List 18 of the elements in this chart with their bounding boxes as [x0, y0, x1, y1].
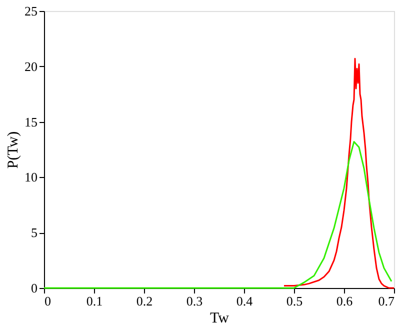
x-tick-label: 0.1 [86, 294, 103, 308]
y-tick-label: 15 [24, 114, 38, 130]
y-tick-label: 20 [24, 58, 38, 74]
y-tick-label: 25 [24, 4, 38, 18]
x-tick-label: 0.6 [336, 294, 354, 308]
y-tick-label: 5 [31, 225, 38, 240]
x-tick-label: 0.2 [136, 294, 153, 308]
x-tick-label: 0.7 [378, 294, 395, 308]
line-series [43, 140, 392, 289]
line-series [283, 58, 395, 289]
y-axis-title: P(Tw) [6, 131, 22, 169]
y-tick-label: 10 [24, 170, 38, 185]
x-tick-label: 0.5 [286, 294, 303, 308]
x-tick-label: 0.4 [236, 294, 254, 308]
x-tick-label: 0 [44, 294, 51, 308]
x-tick-label: 0.3 [186, 294, 203, 308]
x-axis-title: Tw [210, 310, 230, 326]
y-tick-label: 0 [31, 280, 38, 296]
